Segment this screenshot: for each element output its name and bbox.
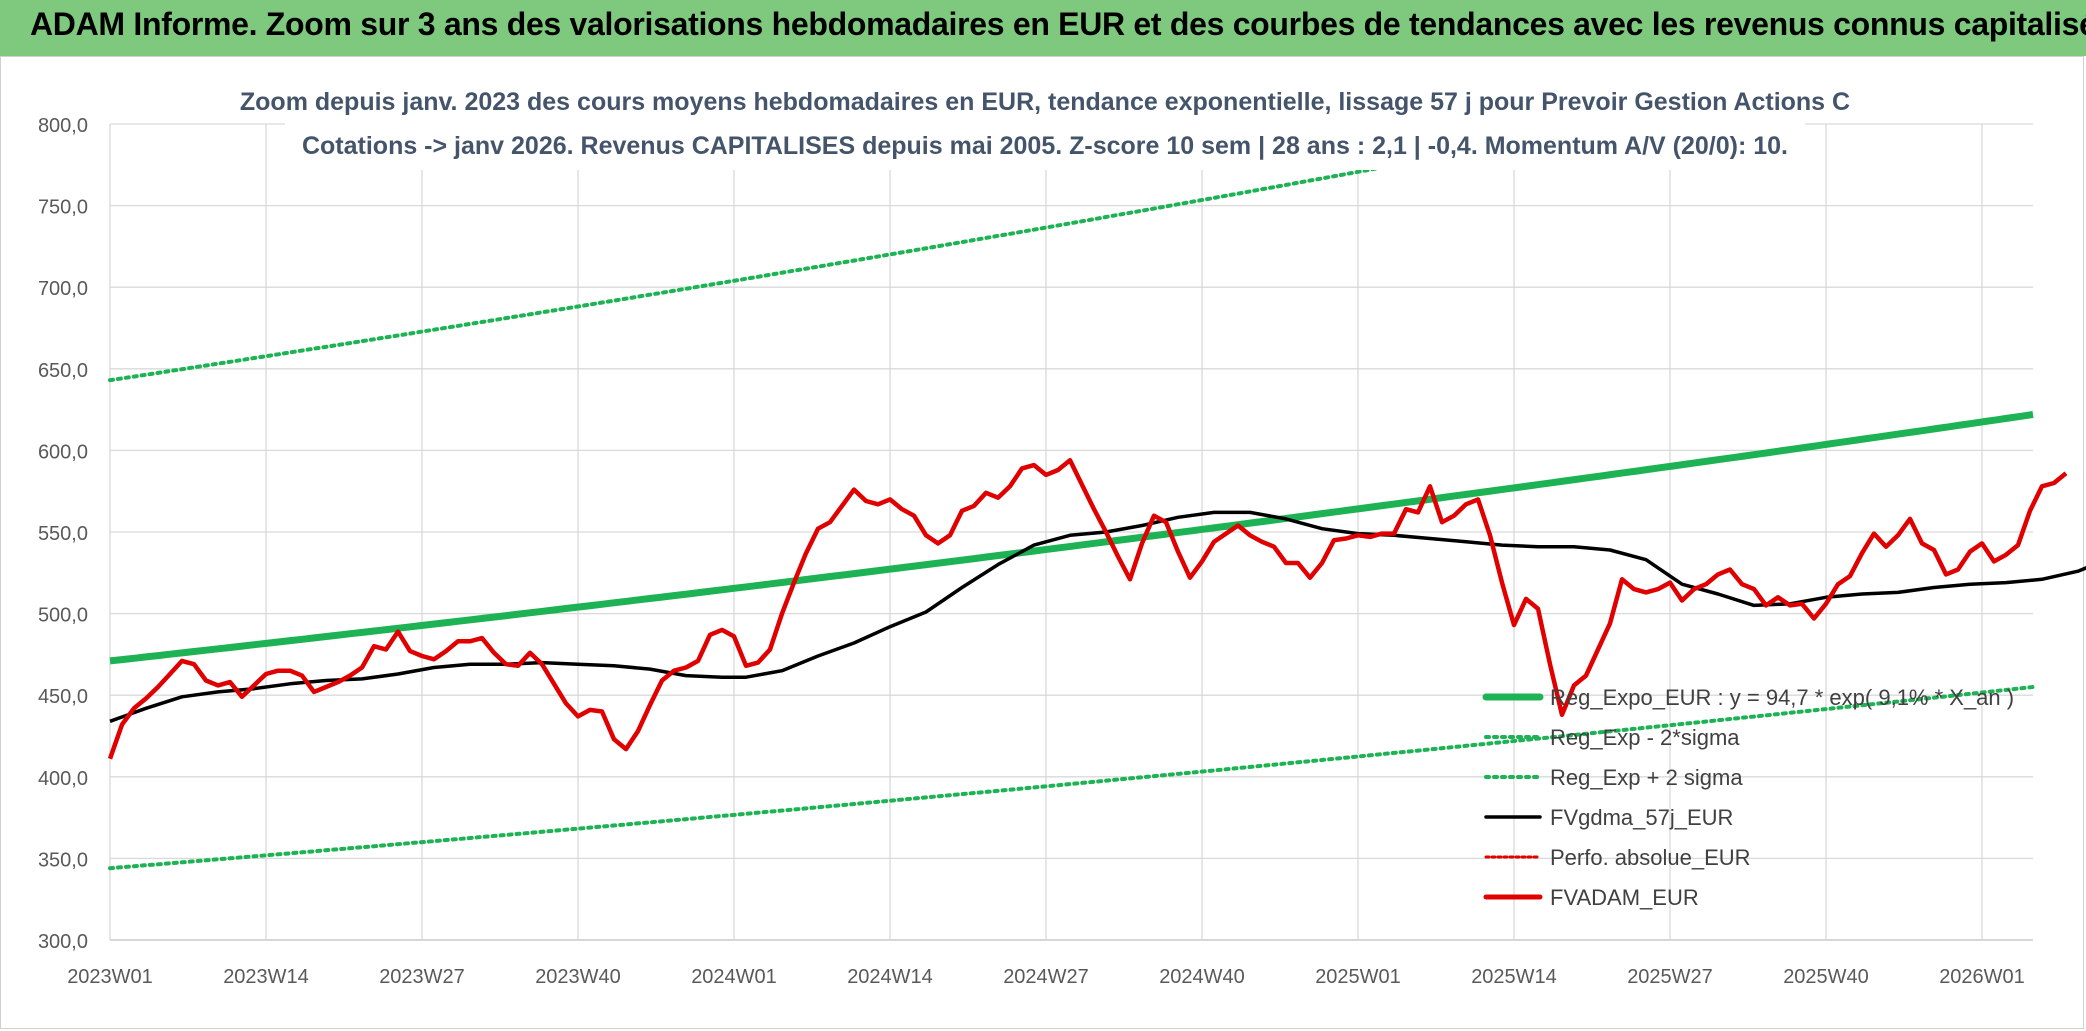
series-reg-exp-plus-2sigma [108,122,1637,383]
series-lines [107,122,2086,871]
y-tick-label: 800,0 [38,115,88,137]
x-tick-label: 2023W27 [379,966,465,988]
series-reg-expo [109,411,2034,665]
legend: Reg_Expo_EUR : y = 94,7 * exp( 9,1% * X_… [1482,685,2014,910]
y-tick-label: 700,0 [38,278,88,300]
y-tick-label: 450,0 [38,686,88,708]
legend-label: Reg_Exp + 2 sigma [1550,765,1743,790]
y-tick-label: 400,0 [38,768,88,790]
y-tick-label: 600,0 [38,441,88,463]
y-tick-label: 650,0 [38,360,88,382]
legend-label: Reg_Expo_EUR : y = 94,7 * exp( 9,1% * X_… [1550,685,2014,710]
x-tick-label: 2025W14 [1471,966,1557,988]
chart-subtitle: Cotations -> janv 2026. Revenus CAPITALI… [302,132,1788,160]
series-reg-exp-minus-2sigma [108,685,2035,871]
x-tick-label: 2024W01 [691,966,777,988]
x-tick-label: 2024W40 [1159,966,1245,988]
chart-frame [0,56,2084,1029]
report-header: ADAM Informe. Zoom sur 3 ans des valoris… [0,0,2086,56]
title-backdrop [285,80,1805,170]
x-tick-label: 2023W14 [223,966,309,988]
chart-title: Zoom depuis janv. 2023 des cours moyens … [240,88,1850,116]
x-tick-label: 2026W01 [1939,966,2025,988]
legend-label: FVgdma_57j_EUR [1550,805,1733,830]
legend-label: Perfo. absolue_EUR [1550,845,1751,870]
report-title: ADAM Informe. Zoom sur 3 ans des valoris… [30,6,2086,42]
x-axis-ticks: 2023W01 2023W14 2023W27 2023W40 2024W01 2024W… [67,966,2025,988]
x-tick-label: 2024W27 [1003,966,1089,988]
x-tick-label: 2024W14 [847,966,933,988]
y-tick-label: 500,0 [38,605,88,627]
legend-label: FVADAM_EUR [1550,885,1699,910]
y-axis-ticks: 300,0 350,0 400,0 450,0 500,0 550,0 600,0 650,0… [38,115,88,953]
y-tick-label: 750,0 [38,197,88,219]
series-fvgdma-57j [109,510,2086,723]
x-tick-label: 2023W01 [67,966,153,988]
legend-label: Reg_Exp - 2*sigma [1550,725,1740,750]
x-tick-label: 2025W40 [1783,966,1869,988]
grid [109,123,2033,941]
series-fvadam [107,457,2068,760]
y-tick-label: 300,0 [38,931,88,953]
x-tick-label: 2023W40 [535,966,621,988]
y-tick-label: 550,0 [38,523,88,545]
y-tick-label: 350,0 [38,849,88,871]
x-tick-label: 2025W27 [1627,966,1713,988]
x-tick-label: 2025W01 [1315,966,1401,988]
